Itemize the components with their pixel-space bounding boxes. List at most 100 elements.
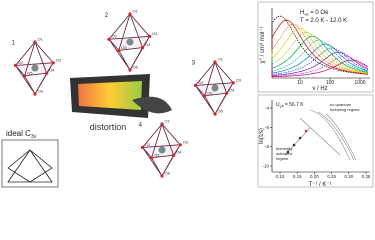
- ac-x-tick-label: 1000: [354, 80, 365, 86]
- atom-label: O2: [18, 60, 24, 65]
- ac-curve: [271, 59, 369, 78]
- film-strip: [70, 74, 172, 118]
- atom-label: O1: [165, 119, 171, 124]
- atom-label: O4: [176, 150, 182, 155]
- oxygen-atom: [33, 40, 37, 44]
- oxygen-atom: [117, 48, 121, 53]
- ac-curve: [271, 43, 369, 74]
- arr-points: [286, 129, 308, 154]
- ideal-label: ideal C3v: [6, 129, 37, 140]
- atom-label: O1: [133, 9, 139, 14]
- oxygen-atom: [172, 153, 176, 157]
- octahedron: O1 O2 O3 O4 O5 O6 1: [12, 37, 62, 96]
- oxygen-atom: [203, 94, 207, 98]
- octahedron: O1 O2 O3 O4 O5 O6 4: [139, 119, 189, 178]
- metal-center: [211, 84, 219, 92]
- oxygen-atom: [160, 174, 164, 178]
- oxygen-atom: [45, 71, 49, 75]
- field-sub: dc: [304, 12, 308, 17]
- arr-x-label: T⁻¹ / K⁻¹: [309, 182, 332, 188]
- ac-x-tick-label: 100: [326, 80, 335, 86]
- arr-y-tick-label: -6: [265, 125, 269, 130]
- ac-y-label: χ'' / cm³ mol⁻¹: [260, 27, 266, 64]
- energy-u: U: [276, 102, 280, 108]
- ac-temperature: T = 2.0 K - 12.0 K: [300, 18, 347, 24]
- oxygen-atom: [23, 74, 27, 78]
- ideal-text: ideal C: [6, 129, 31, 138]
- atom-label: O1: [38, 37, 44, 42]
- oxygen-atom: [213, 112, 217, 116]
- atom-label: O6: [38, 89, 44, 94]
- ac-curve: [271, 51, 369, 76]
- energy-sub: eff: [280, 105, 284, 109]
- arr-y-tick-label: -8: [265, 144, 269, 149]
- oxygen-atom: [148, 34, 152, 39]
- structure-label: 1: [12, 41, 16, 47]
- oxygen-atom: [160, 122, 164, 126]
- figure: distortion ideal C3v Hdc = 0 Oe T = 2.0 …: [0, 0, 375, 189]
- ac-curve: [271, 35, 369, 73]
- oxygen-atom: [178, 143, 182, 147]
- metal-center: [31, 64, 39, 72]
- structure-label: 2: [105, 13, 109, 19]
- oxygen-atom: [231, 81, 235, 85]
- arr-x-tick-label: 0.25: [327, 174, 336, 179]
- page: {"structures":[ {"label":"1","atoms":["O…: [0, 0, 375, 189]
- atom-label: O2: [198, 80, 204, 85]
- atom-label: O6: [218, 109, 224, 114]
- ac-field: Hdc = 0 Oe: [300, 10, 329, 17]
- oxygen-atom: [128, 68, 132, 72]
- ac-curve: [271, 15, 369, 75]
- fit-lines: [284, 109, 357, 161]
- field-text: = 0 Oe: [309, 10, 330, 16]
- oxygen-atom: [13, 63, 18, 67]
- atom-label: O5: [121, 45, 127, 50]
- ac-curve: [271, 19, 369, 75]
- atom-label: O4: [49, 68, 55, 73]
- ideal-sub: 3v: [31, 134, 37, 140]
- arr-y-label: ln(τ/s): [259, 128, 265, 144]
- arr-y-tick-label: -4: [265, 106, 269, 111]
- metal-center: [126, 38, 134, 46]
- arr-y-tick-label: -10: [262, 164, 269, 169]
- oxygen-atom: [225, 91, 229, 95]
- arr-x-tick-label: 0.10: [276, 174, 285, 179]
- arr-x-tick-label: 0.30: [344, 174, 353, 179]
- atom-label: O1: [218, 57, 224, 62]
- atom-label: O5: [207, 90, 213, 95]
- atom-label: O6: [165, 171, 171, 176]
- oxygen-atom: [107, 37, 111, 41]
- structure-label: 3: [192, 61, 196, 67]
- metal-center: [158, 146, 166, 154]
- oxygen-atom: [213, 60, 217, 64]
- oxygen-atom: [193, 83, 198, 87]
- atom-label: O3: [56, 57, 62, 62]
- oxygen-atom: [128, 12, 132, 16]
- atom-label: O5: [27, 70, 33, 75]
- ac-curve: [271, 23, 369, 75]
- oxygen-atom: [33, 92, 37, 96]
- arrow-label: distortion: [90, 122, 127, 132]
- oxygen-atom: [140, 145, 145, 149]
- regime-text: regime: [276, 156, 289, 161]
- oxygen-atom: [51, 61, 55, 65]
- regime-text: no quantum: [330, 102, 352, 107]
- ac-curve: [271, 55, 369, 77]
- regime-text: thermally: [276, 146, 292, 151]
- ac-curve: [271, 27, 369, 74]
- ac-x-tick-label: 10: [297, 80, 303, 86]
- energy: Ueff = 56.7 K: [276, 102, 304, 109]
- ac-x-label: ν / Hz: [312, 86, 327, 92]
- structure-label: 4: [139, 123, 143, 129]
- ideal-box: [1, 139, 59, 188]
- octahedron: O1 O2 O3 O4 O5 O6 2: [105, 9, 158, 72]
- atom-label: O2: [112, 34, 118, 39]
- regime-text: tunneling regime: [330, 107, 360, 112]
- octahedron: O1 O2 O3 O4 O5 O6 3: [192, 57, 242, 116]
- atom-label: O4: [145, 42, 151, 47]
- atom-label: O6: [133, 65, 139, 70]
- energy-text: = 56.7 K: [283, 102, 304, 108]
- arr-x-tick-label: 0.35: [362, 174, 371, 179]
- ac-curves: [271, 15, 369, 78]
- atom-label: O5: [154, 152, 160, 157]
